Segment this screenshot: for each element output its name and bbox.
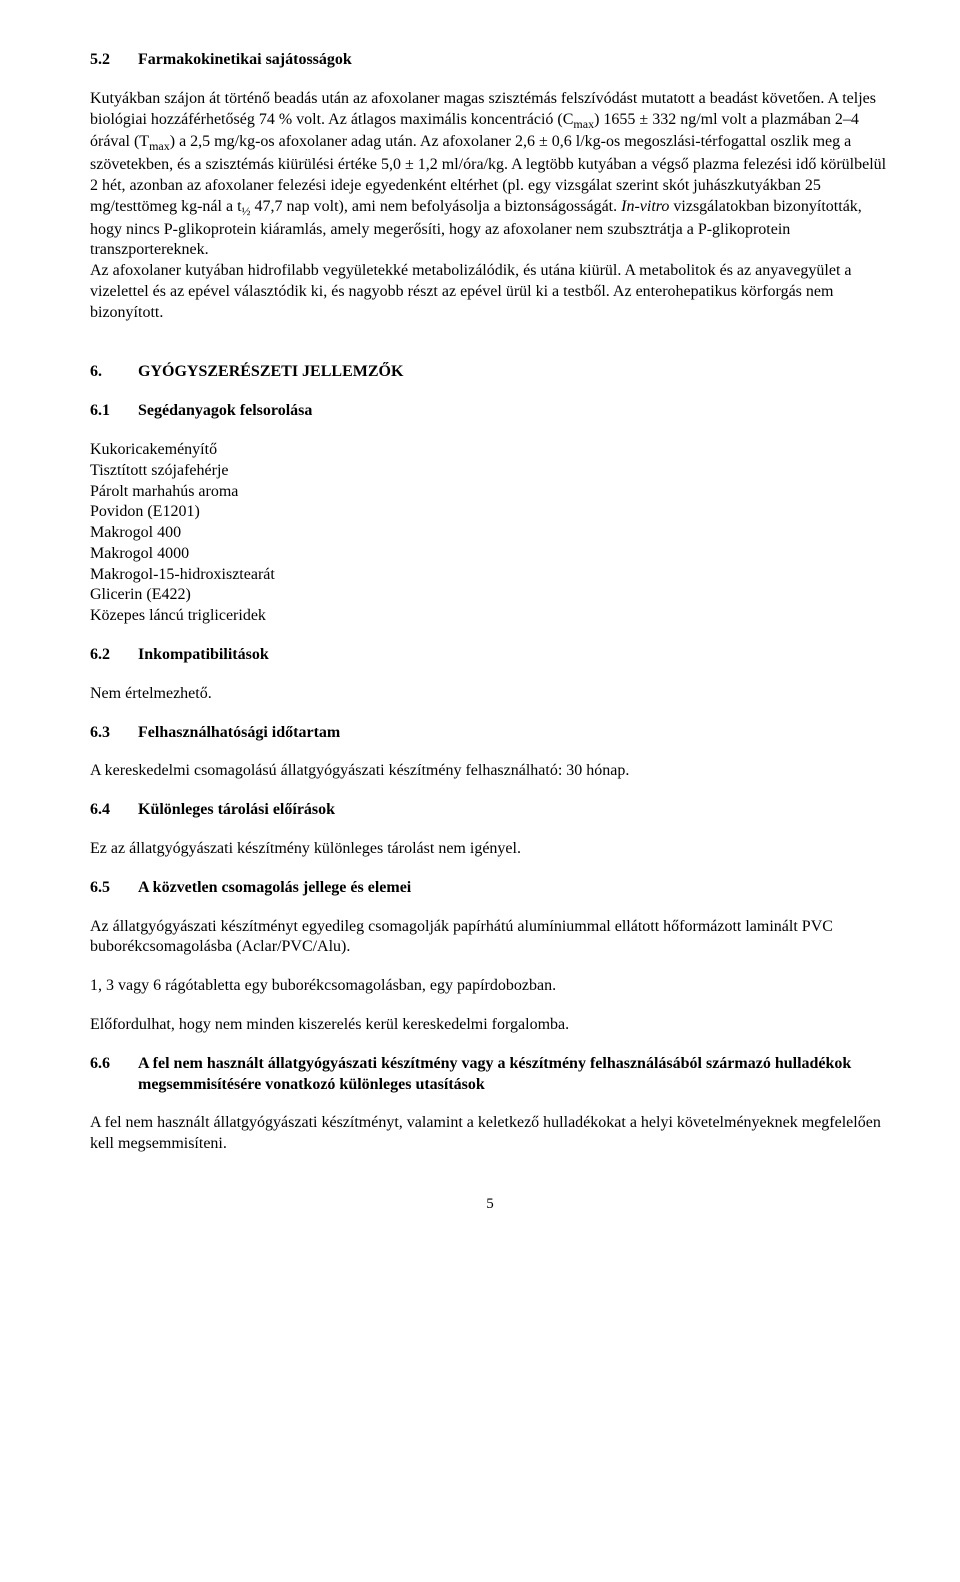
heading-number: 6.3 bbox=[90, 723, 138, 744]
list-item: Párolt marhahús aroma bbox=[90, 482, 890, 503]
heading-title: GYÓGYSZERÉSZETI JELLEMZŐK bbox=[138, 363, 403, 380]
list-item: Makrogol-15-hidroxisztearát bbox=[90, 565, 890, 586]
heading-6-4: 6.4Különleges tárolási előírások bbox=[90, 800, 890, 821]
heading-number: 5.2 bbox=[90, 50, 138, 71]
list-item: Közepes láncú trigliceridek bbox=[90, 606, 890, 627]
list-item: Povidon (E1201) bbox=[90, 502, 890, 523]
paragraph-6-3: A kereskedelmi csomagolású állatgyógyász… bbox=[90, 761, 890, 782]
heading-6-5: 6.5A közvetlen csomagolás jellege és ele… bbox=[90, 878, 890, 899]
list-item: Kukoricakeményítő bbox=[90, 440, 890, 461]
heading-title: Inkompatibilitások bbox=[138, 646, 269, 663]
subscript: max bbox=[149, 140, 170, 154]
page-number: 5 bbox=[90, 1195, 890, 1215]
heading-title: Különleges tárolási előírások bbox=[138, 801, 335, 818]
heading-6: 6.GYÓGYSZERÉSZETI JELLEMZŐK bbox=[90, 362, 890, 383]
list-item: Makrogol 400 bbox=[90, 523, 890, 544]
heading-number: 6.2 bbox=[90, 645, 138, 666]
heading-number: 6.5 bbox=[90, 878, 138, 899]
paragraph-6-5-3: Előfordulhat, hogy nem minden kiszerelés… bbox=[90, 1015, 890, 1036]
heading-5-2: 5.2Farmakokinetikai sajátosságok bbox=[90, 50, 890, 71]
ingredient-list: Kukoricakeményítő Tisztított szójafehérj… bbox=[90, 440, 890, 627]
heading-6-2: 6.2Inkompatibilitások bbox=[90, 645, 890, 666]
paragraph-6-6: A fel nem használt állatgyógyászati kész… bbox=[90, 1113, 890, 1155]
paragraph-6-2: Nem értelmezhető. bbox=[90, 684, 890, 705]
text: 47,7 nap volt), ami nem befolyásolja a b… bbox=[251, 198, 622, 215]
heading-6-1: 6.1Segédanyagok felsorolása bbox=[90, 401, 890, 422]
heading-number: 6. bbox=[90, 362, 138, 383]
heading-6-3: 6.3Felhasználhatósági időtartam bbox=[90, 723, 890, 744]
heading-number: 6.4 bbox=[90, 800, 138, 821]
heading-title: A fel nem használt állatgyógyászati kész… bbox=[138, 1054, 890, 1096]
paragraph-6-4: Ez az állatgyógyászati készítmény különl… bbox=[90, 839, 890, 860]
heading-number: 6.6 bbox=[90, 1054, 138, 1096]
heading-title: Felhasználhatósági időtartam bbox=[138, 724, 340, 741]
subscript: max bbox=[573, 117, 594, 131]
heading-number: 6.1 bbox=[90, 401, 138, 422]
text: Az afoxolaner kutyában hidrofilabb vegyü… bbox=[90, 262, 852, 321]
heading-title: Segédanyagok felsorolása bbox=[138, 402, 312, 419]
italic-text: In-vitro bbox=[621, 198, 669, 215]
list-item: Tisztított szójafehérje bbox=[90, 461, 890, 482]
list-item: Makrogol 4000 bbox=[90, 544, 890, 565]
paragraph-5-2: Kutyákban szájon át történő beadás után … bbox=[90, 89, 890, 324]
list-item: Glicerin (E422) bbox=[90, 585, 890, 606]
paragraph-6-5-1: Az állatgyógyászati készítményt egyedile… bbox=[90, 917, 890, 959]
subscript: ½ bbox=[242, 204, 251, 218]
heading-title: Farmakokinetikai sajátosságok bbox=[138, 51, 352, 68]
paragraph-6-5-2: 1, 3 vagy 6 rágótabletta egy buborékcsom… bbox=[90, 976, 890, 997]
heading-title: A közvetlen csomagolás jellege és elemei bbox=[138, 879, 411, 896]
heading-6-6: 6.6 A fel nem használt állatgyógyászati … bbox=[90, 1054, 890, 1096]
